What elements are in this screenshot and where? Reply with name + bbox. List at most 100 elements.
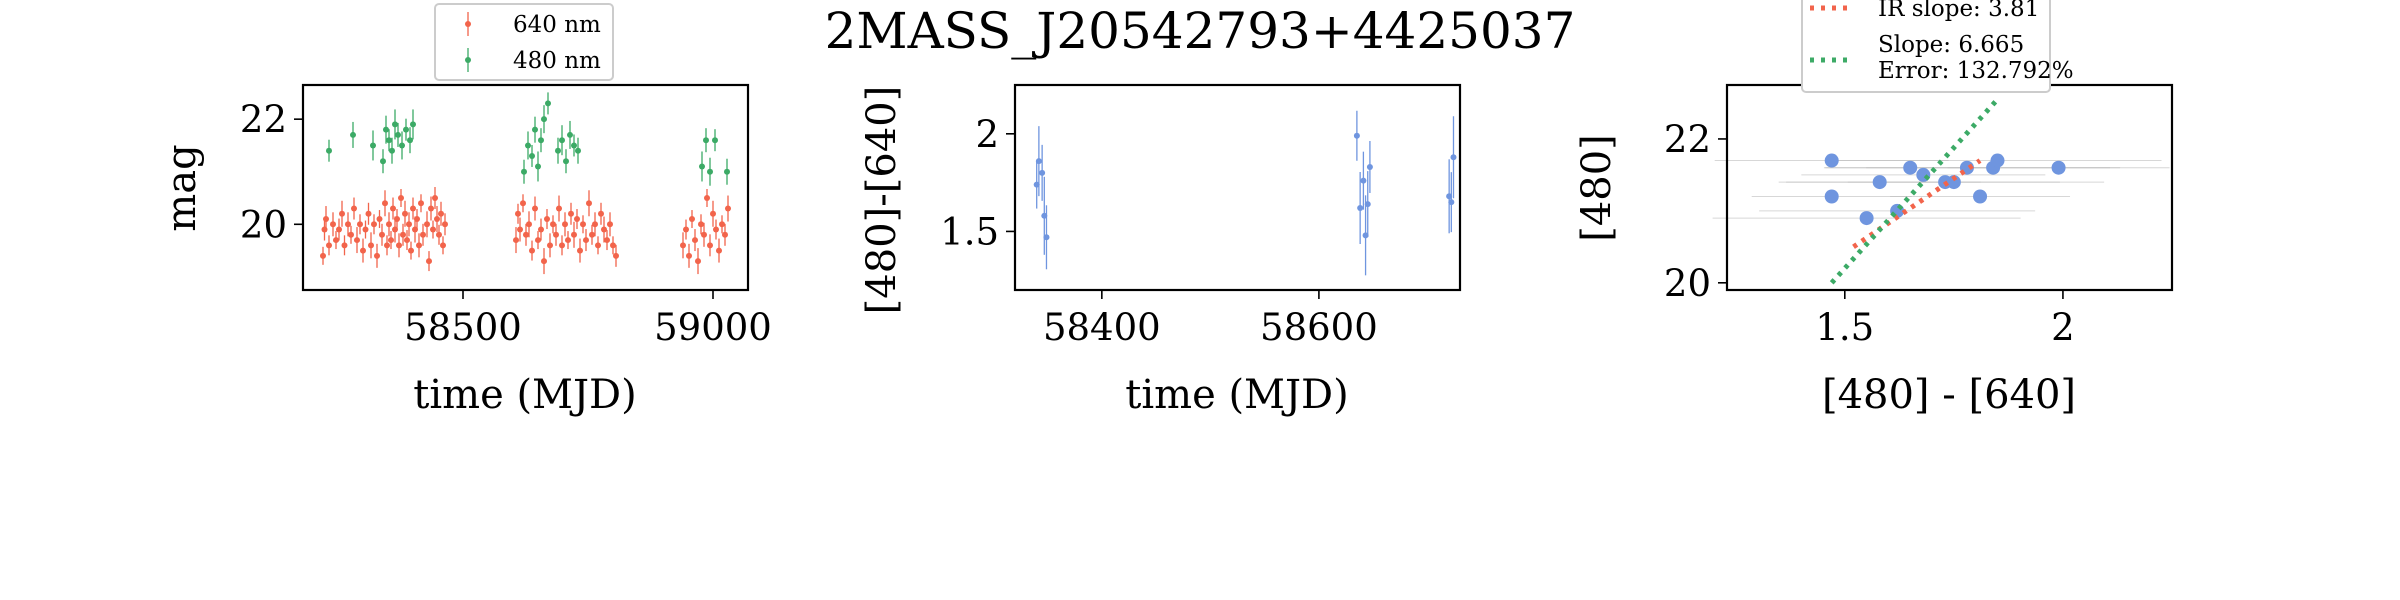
point-color (1450, 154, 1457, 161)
point-cmd (1973, 189, 1988, 204)
point-480nm (532, 126, 538, 133)
point-640nm (357, 221, 363, 228)
point-640nm (701, 231, 707, 238)
point-640nm (320, 252, 326, 259)
legend-label-error: Error: 132.792% (1878, 58, 2074, 84)
point-640nm (571, 231, 577, 238)
point-480nm (563, 158, 569, 165)
color-magnitude-ylabel: [480] (1574, 134, 1620, 242)
point-640nm (414, 216, 420, 223)
color-curve-marks (1033, 110, 1457, 276)
point-640nm (390, 205, 396, 212)
fit-slope-line (1829, 97, 2000, 285)
color-curve-ticks: 58400 58600 1.5 2 (940, 113, 1378, 349)
color-curve-xtick-label: 58600 (1260, 306, 1378, 349)
point-480nm (541, 116, 547, 123)
point-640nm (713, 226, 719, 233)
point-480nm (555, 147, 561, 154)
light-curve-xtick-label: 58500 (404, 306, 522, 349)
point-640nm (595, 242, 601, 249)
color-magnitude-marks (1712, 97, 2170, 285)
point-cmd (1824, 153, 1839, 168)
point-640nm (513, 237, 519, 244)
point-cmd (1903, 160, 1918, 175)
point-480nm (571, 142, 577, 149)
color-curve-ytick-label: 2 (975, 113, 999, 156)
legend-label-ir-slope: IR slope: 3.81 (1878, 0, 2039, 22)
point-480nm (395, 131, 401, 138)
point-640nm (556, 205, 562, 212)
point-640nm (326, 242, 332, 249)
point-640nm (396, 242, 402, 249)
point-640nm (442, 221, 448, 228)
point-480nm (724, 168, 730, 175)
light-curve-xlabel: time (MJD) (413, 372, 636, 418)
point-640nm (354, 237, 360, 244)
point-640nm (418, 200, 424, 207)
point-640nm (398, 195, 404, 202)
point-640nm (559, 242, 565, 249)
point-color (1039, 169, 1046, 176)
point-640nm (680, 242, 686, 249)
point-640nm (523, 231, 529, 238)
point-640nm (716, 247, 722, 254)
point-640nm (538, 226, 544, 233)
point-640nm (430, 226, 436, 233)
point-640nm (610, 242, 616, 249)
point-color (1366, 164, 1373, 170)
point-640nm (565, 237, 571, 244)
point-480nm (712, 137, 718, 144)
point-640nm (725, 205, 731, 212)
point-640nm (704, 195, 710, 202)
point-480nm (707, 168, 713, 175)
point-480nm (559, 137, 565, 144)
color-magnitude-xlabel: [480] - [640] (1822, 372, 2076, 418)
color-magnitude-legend: IR slope: 3.81 Slope: 6.665 Error: 132.7… (1801, 0, 2074, 93)
point-640nm (360, 247, 366, 254)
point-color (1033, 181, 1040, 188)
point-480nm (545, 100, 551, 107)
color-curve-ylabel: [480]-[640] (859, 86, 905, 315)
point-640nm (333, 237, 339, 244)
point-480nm (699, 163, 705, 170)
point-480nm (350, 131, 356, 138)
point-640nm (404, 237, 410, 244)
point-640nm (589, 231, 595, 238)
point-480nm (529, 152, 535, 159)
legend-swatch-480 (465, 48, 471, 72)
point-640nm (323, 216, 329, 223)
point-color (1357, 205, 1364, 211)
point-cmd (1990, 153, 2005, 168)
point-640nm (416, 242, 422, 249)
point-640nm (386, 221, 392, 228)
point-480nm (567, 131, 573, 138)
point-640nm (517, 226, 523, 233)
legend-swatch-640 (465, 12, 471, 36)
point-cmd (2051, 160, 2066, 175)
point-640nm (408, 247, 414, 254)
point-640nm (440, 242, 446, 249)
point-cmd (1859, 211, 1874, 226)
point-640nm (436, 231, 442, 238)
light-curve-xtick-label: 59000 (654, 306, 772, 349)
color-curve-axes (1013, 83, 1462, 292)
color-magnitude-ytick-label: 20 (1664, 262, 1711, 305)
point-640nm (336, 226, 342, 233)
point-color (1035, 158, 1042, 165)
point-640nm (351, 205, 357, 212)
point-480nm (407, 137, 413, 144)
legend-label-480: 480 nm (513, 48, 601, 74)
point-640nm (384, 242, 390, 249)
point-640nm (541, 258, 547, 265)
point-640nm (553, 231, 559, 238)
point-640nm (550, 221, 556, 228)
point-640nm (400, 231, 406, 238)
point-640nm (410, 205, 416, 212)
point-640nm (382, 200, 388, 207)
point-640nm (586, 200, 592, 207)
point-color (1362, 232, 1369, 239)
point-480nm (380, 158, 386, 165)
point-640nm (520, 200, 526, 207)
light-curve-ytick-label: 22 (240, 98, 287, 141)
